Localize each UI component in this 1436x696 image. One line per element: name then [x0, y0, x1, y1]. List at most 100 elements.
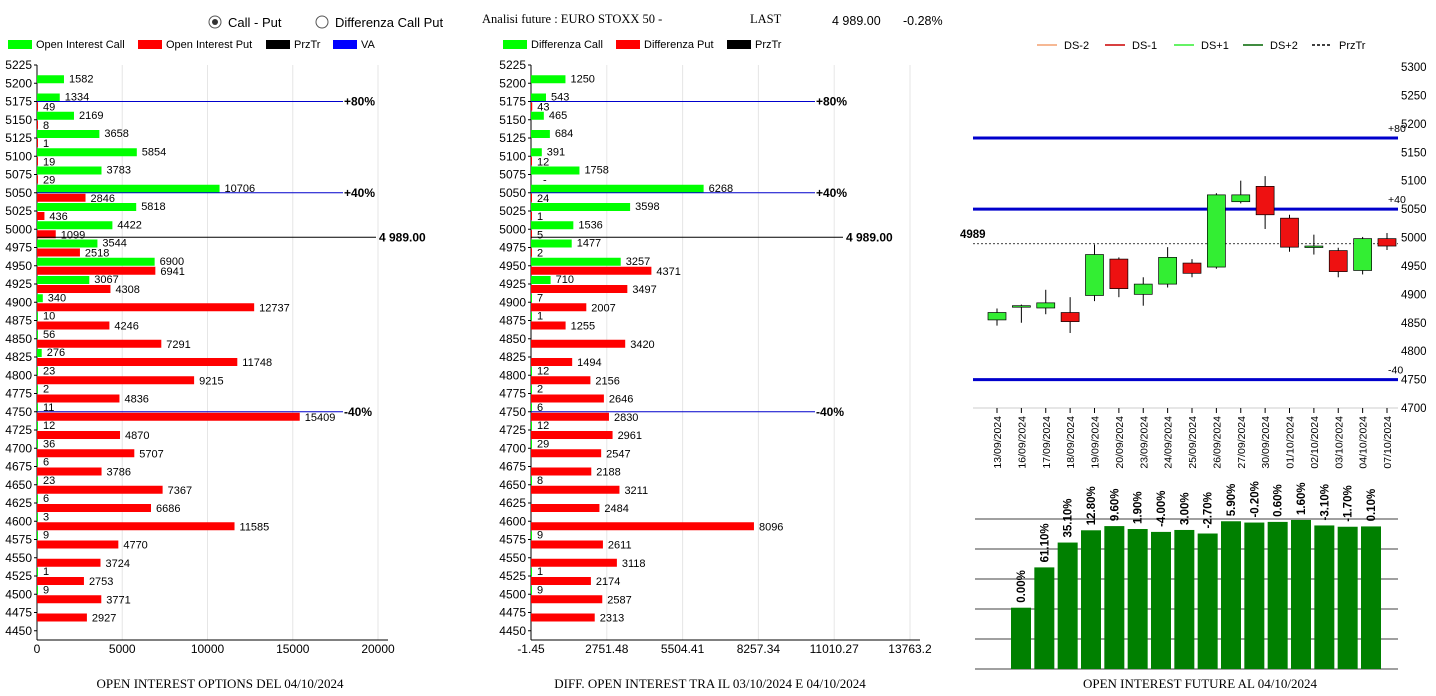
candle-date-label: 18/09/2024 [1065, 416, 1077, 469]
radio-call-put[interactable]: Call - Put [208, 15, 282, 30]
bar-call [531, 111, 544, 120]
bar-call-label: 4422 [117, 219, 141, 231]
change-percent: -0.28% [903, 14, 943, 28]
bar-call-label: 1582 [69, 73, 93, 85]
bar-put-label: 436 [49, 211, 67, 223]
bar-call [37, 385, 38, 394]
bar-put-label: 2313 [600, 613, 624, 625]
y-tick-label: 4775 [5, 387, 32, 401]
bar-put [531, 285, 628, 293]
x-tick-label: 20000 [361, 642, 395, 656]
y-tick-label: 5000 [499, 222, 526, 236]
candle-down [1328, 250, 1348, 272]
candle-y-tick-label: 4850 [1401, 318, 1427, 330]
bar-put [531, 558, 617, 567]
y-tick-label: 4550 [499, 551, 526, 565]
bar-put [531, 522, 754, 531]
legend-left-label-2: PrzTr [294, 39, 321, 51]
przTr-label: 4 989.00 [846, 230, 893, 244]
radio-differenza-call-put[interactable]: Differenza Call Put [315, 15, 444, 30]
legend-left: Open Interest Call Open Interest Put PrzTr… [8, 39, 376, 51]
y-tick-label: 4750 [499, 405, 526, 419]
bar-call [37, 531, 38, 540]
bar-call [37, 276, 90, 284]
bar-put [531, 595, 603, 604]
candle-y-tick-label: 5250 [1401, 90, 1427, 102]
bar-call [37, 403, 38, 412]
y-tick-label: 4625 [5, 496, 32, 510]
y-tick-label: 4475 [5, 606, 32, 620]
bar-call [531, 531, 532, 540]
bar-put [531, 540, 603, 549]
bar-put-label: 2927 [92, 613, 116, 625]
bar-call [37, 458, 38, 467]
bar-put [37, 412, 300, 421]
bar-call [37, 75, 64, 84]
bar-put-label: 2518 [85, 248, 109, 260]
bar-call-label: 7 [537, 292, 543, 304]
bar-call-label: 1536 [578, 219, 602, 231]
bar-put [531, 193, 532, 202]
bar-call [37, 111, 74, 120]
legend-middle-swatch-2 [727, 40, 751, 49]
last-label: LAST [750, 12, 782, 26]
bar-put [531, 358, 573, 366]
level-label: -40% [344, 405, 372, 419]
bar-put [531, 613, 595, 622]
candle-up [1304, 245, 1324, 248]
candle-down [1255, 186, 1275, 216]
y-tick-label: 4850 [5, 332, 32, 346]
bar-call [37, 93, 60, 102]
legend-middle: Differenza Call Differenza Put PrzTr [503, 39, 782, 51]
bar-call [531, 422, 532, 430]
x-tick-label: 10000 [191, 642, 225, 656]
bar-call-label: 2169 [79, 110, 103, 122]
y-tick-label: 5050 [5, 186, 32, 200]
candle-date-label: 04/10/2024 [1358, 416, 1370, 469]
y-tick-label: 4925 [5, 277, 32, 291]
future-bar [1267, 521, 1288, 669]
x-tick-label: 15000 [276, 642, 310, 656]
legend-left-swatch-3 [333, 40, 357, 49]
y-tick-label: 4550 [5, 551, 32, 565]
y-tick-label: 5050 [499, 186, 526, 200]
bar-call [37, 221, 113, 230]
bar-call-label: 12 [537, 365, 549, 377]
y-tick-label: 5150 [5, 113, 32, 127]
footer-right: OPEN INTEREST FUTURE AL 04/10/2024 [1083, 676, 1318, 691]
bar-put [37, 102, 38, 111]
bar-put-label: 2753 [89, 576, 113, 588]
y-tick-label: 5000 [5, 222, 32, 236]
future-bar-label: 61.10% [1039, 523, 1051, 562]
legend-right-label-4: PrzTr [1339, 40, 1366, 52]
y-tick-label: 4575 [5, 533, 32, 547]
bar-call-label: 6 [537, 402, 543, 414]
candle-date-label: 01/10/2024 [1285, 416, 1297, 469]
bar-put-label: 3786 [107, 467, 131, 479]
radio-differenza-circle[interactable] [315, 15, 329, 29]
bar-put-label: 2188 [596, 467, 620, 479]
x-tick-label: -1.45 [517, 642, 545, 656]
candle-date-label: 23/09/2024 [1138, 416, 1150, 469]
y-tick-label: 5100 [5, 149, 32, 163]
bar-put-label: 5 [537, 229, 543, 241]
y-tick-label: 4800 [5, 368, 32, 382]
bar-put [531, 230, 532, 239]
bar-put-label: 2484 [604, 503, 628, 515]
y-tick-label: 4750 [5, 405, 32, 419]
bar-call-label: 9 [537, 530, 543, 542]
bar-put-label: 29 [43, 175, 55, 187]
y-tick-label: 4775 [499, 387, 526, 401]
candle-date-label: 17/09/2024 [1041, 416, 1053, 469]
y-tick-label: 4825 [499, 350, 526, 364]
legend-right: DS-2 DS-1 DS+1 DS+2 PrzTr [1037, 40, 1366, 52]
future-bar [1197, 533, 1218, 669]
bar-put-label: 4836 [124, 394, 148, 406]
bar-put [37, 504, 151, 512]
future-bar-label: 35.10% [1063, 499, 1075, 538]
bar-call-label: 710 [556, 274, 574, 286]
candle-up [1133, 283, 1153, 295]
future-bar-label: -2.70% [1203, 492, 1215, 528]
radio-differenza-label: Differenza Call Put [335, 15, 444, 30]
bar-put-label: 8096 [759, 521, 783, 533]
